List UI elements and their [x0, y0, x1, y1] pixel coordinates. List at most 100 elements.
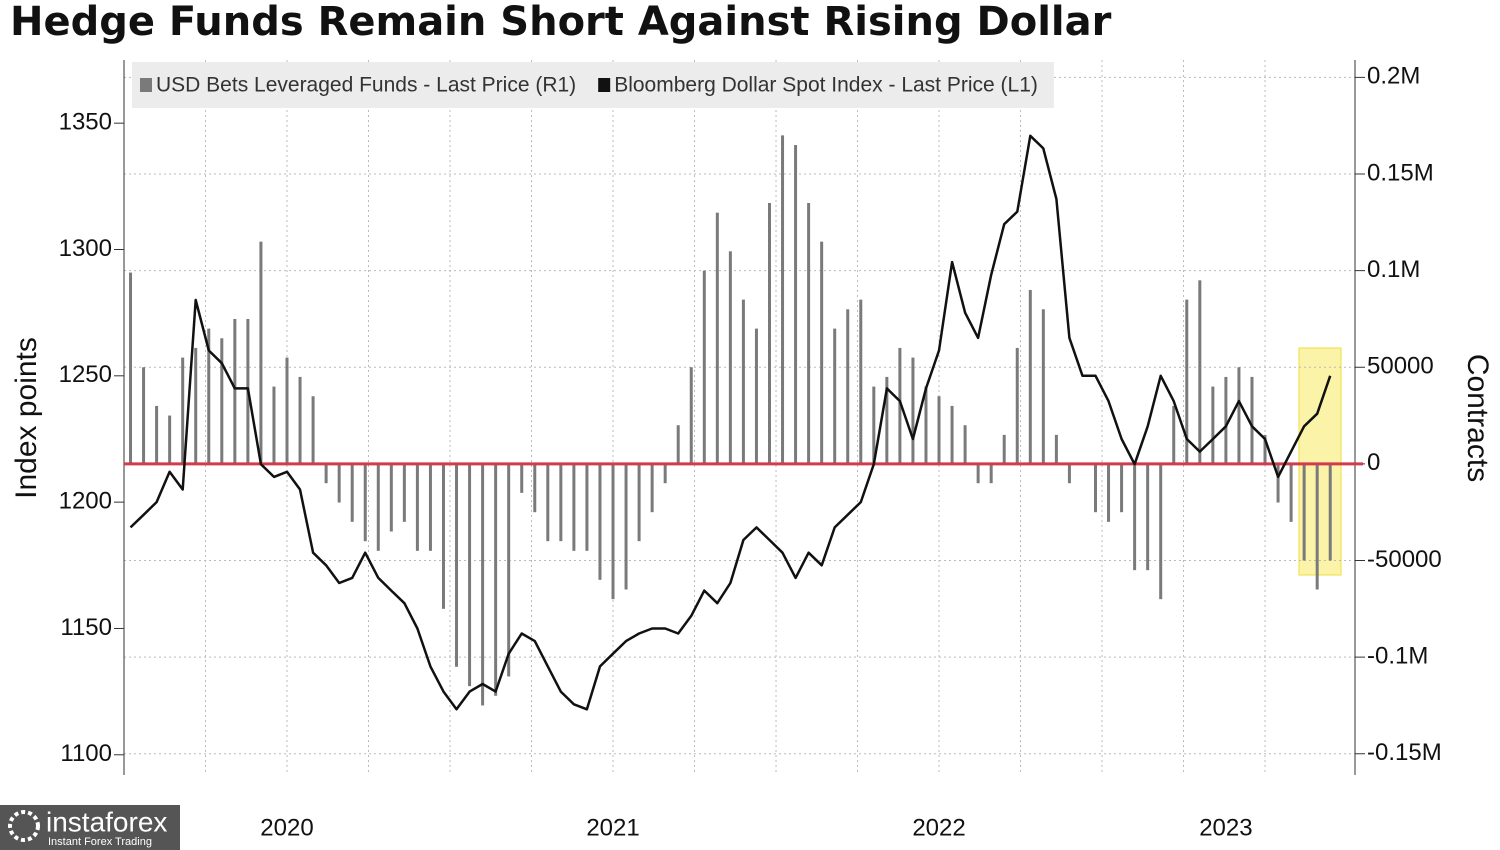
- bar: [155, 405, 159, 464]
- y2-tick-label: 50000: [1367, 353, 1434, 380]
- bar: [337, 463, 341, 503]
- bar: [1093, 463, 1097, 513]
- bar: [820, 241, 824, 464]
- bar: [1289, 463, 1293, 522]
- bar: [1002, 434, 1006, 464]
- bar: [1054, 434, 1058, 464]
- bar: [846, 309, 850, 464]
- bar: [363, 463, 367, 542]
- x-tick-label: 2020: [260, 814, 313, 841]
- y2-tick-label: -50000: [1367, 546, 1442, 573]
- highlight-box: [1298, 347, 1342, 576]
- bar: [1185, 299, 1189, 464]
- bar: [859, 299, 863, 464]
- bar: [663, 463, 667, 484]
- bar: [833, 328, 837, 464]
- y2-tick-label: 0.15M: [1367, 159, 1434, 186]
- bar: [1250, 376, 1254, 464]
- y2-tick-label: -0.15M: [1367, 739, 1442, 766]
- y2-tick-label: 0.2M: [1367, 63, 1420, 90]
- bar: [1028, 289, 1032, 464]
- bar: [298, 376, 302, 464]
- y2-tick-label: -0.1M: [1367, 642, 1428, 669]
- x-tick-label: 2021: [586, 814, 639, 841]
- bar: [285, 357, 289, 464]
- bar: [950, 405, 954, 464]
- bar: [1015, 347, 1019, 464]
- bar: [989, 463, 993, 484]
- bar: [376, 463, 380, 551]
- chart-title: Hedge Funds Remain Short Against Rising …: [10, 0, 1112, 45]
- y-tick-label: 1150: [60, 614, 112, 641]
- y-tick-label: 1100: [60, 740, 112, 767]
- bar: [520, 463, 524, 493]
- watermark-logo: [8, 810, 40, 842]
- bar: [455, 463, 459, 667]
- bar: [1067, 463, 1071, 484]
- bar: [415, 463, 419, 551]
- legend-bg: [132, 62, 1054, 108]
- bar: [272, 386, 276, 464]
- y2-tick-label: 0.1M: [1367, 256, 1420, 283]
- bar: [1107, 463, 1111, 522]
- bar: [1302, 463, 1306, 561]
- bar: [311, 396, 315, 464]
- bar: [794, 145, 798, 464]
- bar: [1146, 463, 1150, 571]
- bar: [507, 463, 511, 677]
- watermark-brand: instaforex: [46, 806, 167, 837]
- y-tick-label: 1250: [59, 361, 112, 388]
- bar: [142, 367, 146, 464]
- bar: [402, 463, 406, 522]
- bar: [350, 463, 354, 522]
- bar: [389, 463, 393, 532]
- bar: [872, 386, 876, 464]
- y-axis-label: Index points: [10, 337, 43, 499]
- y2-tick-label: 0: [1367, 449, 1380, 476]
- bar: [1276, 463, 1280, 503]
- bar: [559, 463, 563, 542]
- bar: [533, 463, 537, 513]
- bar: [129, 272, 133, 464]
- bar: [728, 251, 732, 464]
- bar: [911, 357, 915, 464]
- bar: [1041, 309, 1045, 464]
- line: [129, 134, 1332, 711]
- bar: [441, 463, 445, 609]
- bar: [572, 463, 576, 551]
- bar: [689, 367, 693, 464]
- plot-area: 0.2M 0.15M 0.1M 50000 0 -50000 -0.1M -0.15M 1100…: [59, 60, 1442, 841]
- bar: [585, 463, 589, 551]
- bar: [741, 299, 745, 464]
- bar: [702, 270, 706, 464]
- bar: [937, 396, 941, 464]
- bar: [885, 376, 889, 464]
- bar: [1328, 463, 1332, 561]
- bar: [976, 463, 980, 484]
- bar: [1224, 376, 1228, 464]
- bar: [1159, 463, 1163, 600]
- x-tick-label: 2022: [912, 814, 965, 841]
- bar: [624, 463, 628, 590]
- bar: [494, 463, 498, 696]
- bar: [324, 463, 328, 484]
- legend-swatch: [598, 78, 611, 92]
- bar: [194, 347, 198, 464]
- y-tick-label: 1350: [59, 109, 112, 136]
- legend-swatch: [140, 78, 152, 92]
- bar: [1198, 280, 1202, 464]
- bar: [1172, 405, 1176, 464]
- bar: [963, 425, 967, 464]
- bar: [807, 203, 811, 464]
- legend: USD Bets Leveraged Funds - Last Price (R…: [132, 62, 1054, 108]
- bar: [637, 463, 641, 542]
- y-tick-label: 1300: [59, 235, 112, 262]
- bar: [1237, 367, 1241, 464]
- bar: [754, 328, 758, 464]
- bar: [468, 463, 472, 687]
- bar: [676, 425, 680, 464]
- bar: [611, 463, 615, 600]
- bar: [1120, 463, 1124, 513]
- watermark-tagline: Instant Forex Trading: [48, 836, 152, 848]
- bar: [181, 357, 185, 464]
